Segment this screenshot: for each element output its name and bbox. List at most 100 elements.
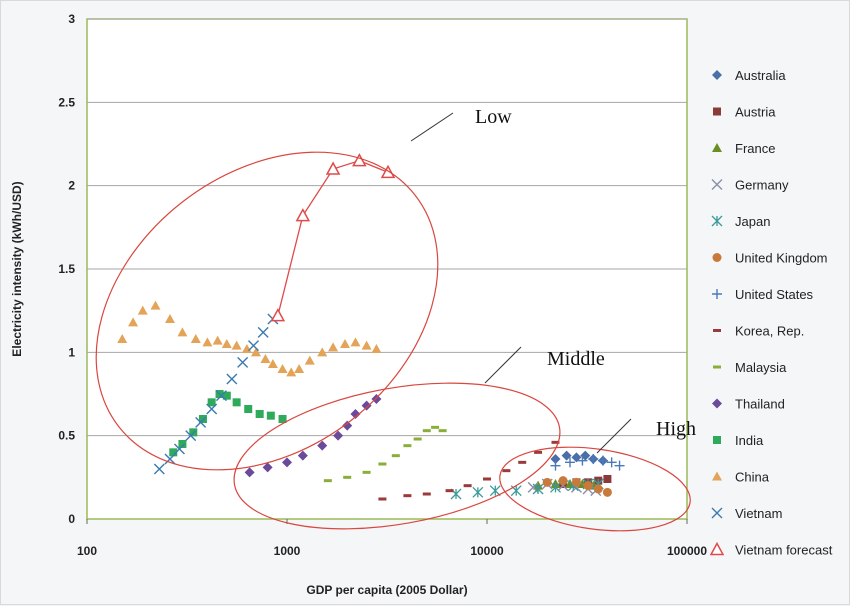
data-point [164, 314, 175, 323]
data-point [231, 340, 242, 350]
data-point [212, 335, 223, 345]
data-point [262, 462, 273, 473]
data-point [340, 339, 351, 348]
series-vietnam-forecast [270, 153, 396, 322]
low-income-ellipse [95, 151, 439, 471]
legend-item: India [713, 433, 764, 448]
annotation-low: Low [475, 106, 512, 128]
legend-marker [712, 289, 722, 299]
legend-marker [713, 329, 721, 332]
data-point [502, 469, 511, 473]
data-point [380, 164, 396, 179]
data-point [371, 344, 382, 353]
data-point [438, 429, 447, 433]
series-united-kingdom [542, 476, 612, 497]
legend-label: Japan [735, 214, 770, 229]
data-point [185, 430, 197, 442]
legend-marker [713, 436, 721, 444]
y-tick-label: 1 [68, 345, 75, 359]
data-point [361, 400, 372, 411]
data-point [237, 356, 249, 368]
data-point [267, 359, 278, 368]
legend-label: Australia [735, 68, 786, 83]
legend-item: Korea, Rep. [713, 324, 804, 339]
data-point [244, 405, 253, 413]
data-point [173, 443, 185, 455]
cluster-ellipses [95, 151, 691, 532]
data-point [342, 420, 353, 431]
data-point [583, 481, 593, 491]
data-point [221, 339, 232, 348]
data-point [207, 398, 216, 407]
data-point [150, 300, 161, 310]
data-point [378, 497, 387, 501]
legend-label: China [735, 470, 770, 485]
data-point [431, 425, 440, 429]
annotation-leader [410, 112, 454, 142]
legend-marker [709, 541, 725, 556]
legend-marker [712, 143, 722, 152]
legend-marker [713, 107, 721, 116]
data-point [422, 492, 431, 496]
data-point [550, 454, 561, 464]
y-axis-title: Electricity intensity (kWh/USD) [10, 181, 24, 356]
data-point [614, 460, 625, 471]
data-point [226, 373, 238, 385]
data-point [198, 415, 207, 423]
data-point [564, 457, 575, 468]
series-korea-rep [378, 440, 560, 501]
legend-label: Austria [735, 105, 776, 120]
data-point [550, 481, 561, 493]
data-point [169, 448, 178, 457]
data-point [371, 394, 382, 404]
legend-item: Austria [713, 105, 776, 120]
data-point [343, 475, 352, 479]
legend-label: Malaysia [735, 360, 787, 375]
data-point [597, 455, 608, 466]
series-china [117, 300, 382, 377]
data-point [266, 411, 275, 420]
legend-marker [711, 215, 723, 227]
data-point [463, 484, 472, 488]
data-point [352, 153, 367, 167]
data-point [317, 440, 328, 451]
data-point [571, 477, 581, 487]
legend-item: France [712, 141, 775, 156]
annotations: Low Middle High [410, 106, 696, 454]
legend-marker [712, 253, 722, 262]
y-tick-label: 2.5 [58, 95, 75, 109]
annotation-leader [484, 346, 522, 384]
data-point [378, 462, 387, 466]
legend-marker [712, 471, 722, 481]
y-tick-label: 0 [68, 512, 75, 526]
data-point [164, 453, 176, 465]
data-point [593, 484, 603, 494]
data-point [232, 398, 241, 407]
data-point [317, 347, 328, 357]
data-marks [117, 153, 625, 501]
data-point [248, 340, 259, 352]
legend-item: Germany [711, 178, 789, 193]
data-point [603, 475, 612, 483]
legend-item: United States [712, 287, 814, 302]
series-thailand [244, 394, 382, 478]
x-tick-label: 100000 [667, 544, 707, 558]
legend-item: Vietnam forecast [709, 541, 833, 558]
data-point [244, 467, 255, 478]
data-point [561, 450, 572, 461]
data-point [413, 437, 422, 441]
data-point [137, 305, 148, 315]
data-point [558, 476, 568, 486]
data-point [445, 489, 454, 493]
y-tick-label: 0.5 [58, 429, 75, 443]
data-point [350, 337, 361, 347]
legend-label: India [735, 433, 764, 448]
data-point [295, 208, 311, 222]
data-point [277, 364, 288, 373]
data-point [206, 403, 218, 415]
data-point [270, 308, 286, 322]
data-point [422, 429, 431, 433]
x-axis-title: GDP per capita (2005 Dollar) [306, 583, 467, 597]
data-point [195, 416, 207, 428]
